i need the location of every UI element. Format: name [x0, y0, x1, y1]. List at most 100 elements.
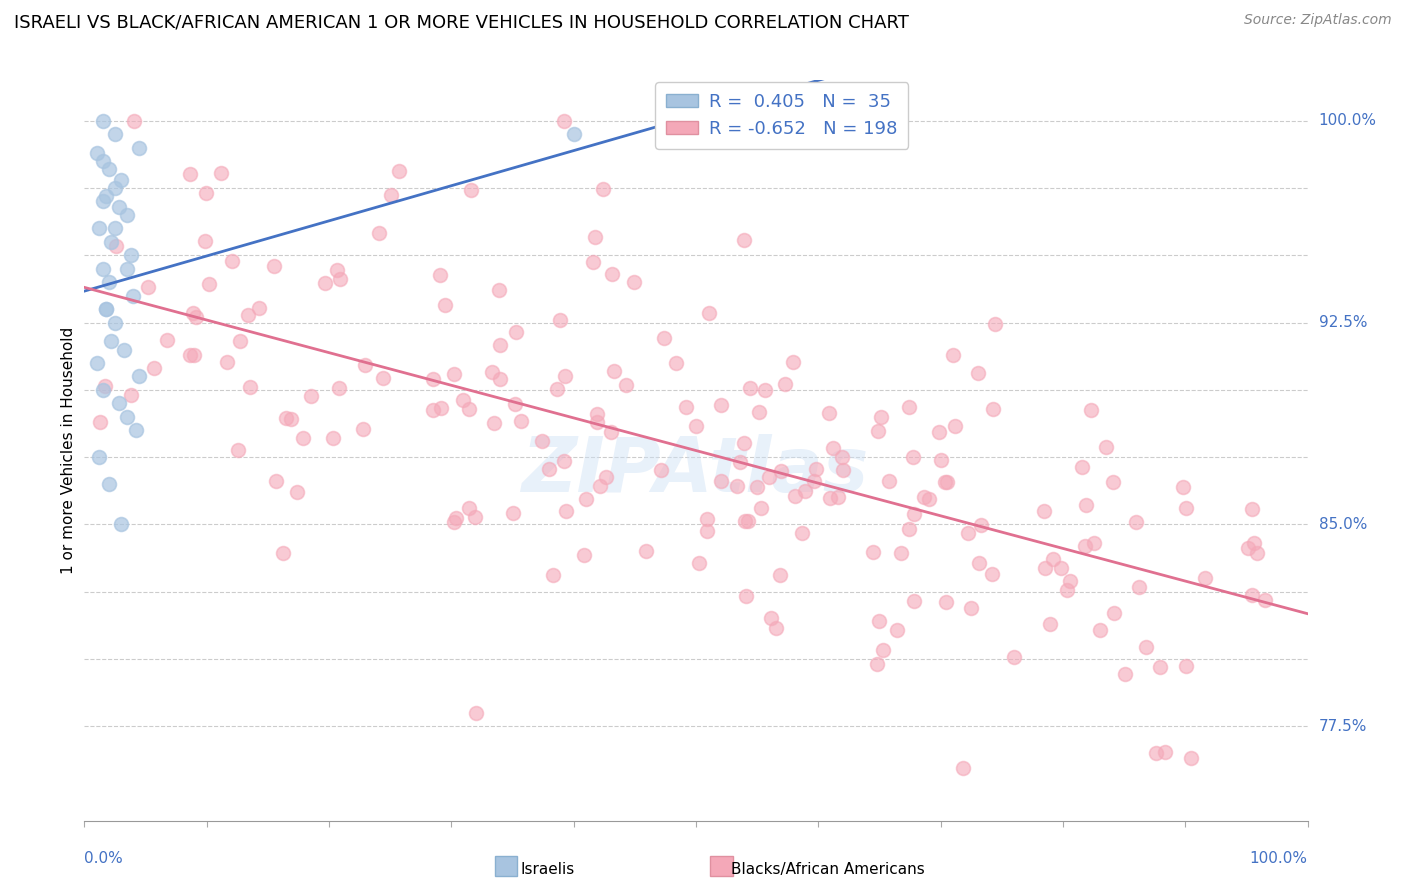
Point [1102, 607, 1125, 621]
Point [636, 543, 658, 558]
Point [769, 464, 792, 478]
Point [314, 276, 336, 290]
Point [562, 127, 585, 141]
Point [735, 590, 758, 604]
Point [429, 268, 451, 283]
Point [329, 272, 352, 286]
Point [115, 409, 138, 424]
Point [1114, 667, 1136, 681]
Point [1128, 580, 1150, 594]
Point [586, 415, 609, 429]
Point [623, 275, 645, 289]
Point [352, 422, 374, 436]
Point [818, 406, 841, 420]
Point [91, 383, 114, 397]
Point [179, 168, 201, 182]
Point [903, 450, 925, 464]
Point [745, 480, 768, 494]
Point [898, 401, 921, 415]
Point [226, 442, 249, 457]
Point [952, 761, 974, 775]
Point [195, 186, 218, 200]
Point [970, 517, 993, 532]
Point [142, 361, 165, 376]
Point [759, 611, 782, 625]
Point [100, 235, 122, 249]
Point [299, 389, 322, 403]
Point [585, 407, 607, 421]
Point [86, 145, 108, 160]
Point [602, 364, 624, 378]
Point [866, 657, 889, 672]
Point [1080, 402, 1102, 417]
Point [765, 621, 787, 635]
Point [1042, 551, 1064, 566]
Point [1154, 745, 1177, 759]
Text: 92.5%: 92.5% [1319, 315, 1367, 330]
Point [209, 166, 232, 180]
Point [960, 600, 983, 615]
Point [740, 381, 762, 395]
Point [388, 163, 411, 178]
Point [110, 173, 132, 187]
Point [782, 355, 804, 369]
Point [1102, 475, 1125, 490]
Point [903, 594, 925, 608]
Point [280, 411, 302, 425]
Point [505, 325, 527, 339]
Point [120, 248, 142, 262]
Point [422, 372, 444, 386]
Point [247, 301, 270, 316]
Point [183, 348, 205, 362]
Point [125, 423, 148, 437]
Point [97, 162, 120, 177]
Point [128, 369, 150, 384]
Point [156, 333, 179, 347]
Point [546, 382, 568, 396]
Point [326, 263, 349, 277]
Point [124, 113, 146, 128]
Point [728, 455, 751, 469]
Point [1071, 459, 1094, 474]
Point [104, 238, 127, 252]
Point [96, 189, 118, 203]
Point [758, 470, 780, 484]
Point [1180, 751, 1202, 765]
Point [1135, 640, 1157, 654]
Point [104, 127, 127, 141]
Point [89, 415, 111, 429]
Point [790, 525, 813, 540]
Point [353, 358, 375, 372]
Point [820, 491, 842, 505]
Point [446, 511, 468, 525]
Point [107, 396, 129, 410]
Point [956, 526, 979, 541]
Point [600, 425, 623, 439]
Point [575, 491, 598, 506]
Point [773, 376, 796, 391]
Point [918, 492, 941, 507]
Point [107, 200, 129, 214]
Point [983, 401, 1005, 416]
Point [696, 524, 718, 538]
Point [897, 522, 920, 536]
Point [595, 469, 617, 483]
Point [548, 312, 571, 326]
Point [236, 308, 259, 322]
Point [91, 261, 114, 276]
Point [291, 431, 314, 445]
Point [803, 475, 825, 489]
Point [198, 277, 221, 292]
Point [553, 113, 575, 128]
Point [650, 462, 672, 476]
Text: 77.5%: 77.5% [1319, 719, 1367, 734]
Text: Israelis: Israelis [520, 863, 575, 877]
Point [1074, 539, 1097, 553]
Point [754, 384, 776, 398]
Bar [710, 856, 733, 876]
Point [464, 706, 486, 720]
Point [832, 463, 855, 477]
Point [823, 441, 845, 455]
Point [783, 489, 806, 503]
Point [872, 642, 894, 657]
